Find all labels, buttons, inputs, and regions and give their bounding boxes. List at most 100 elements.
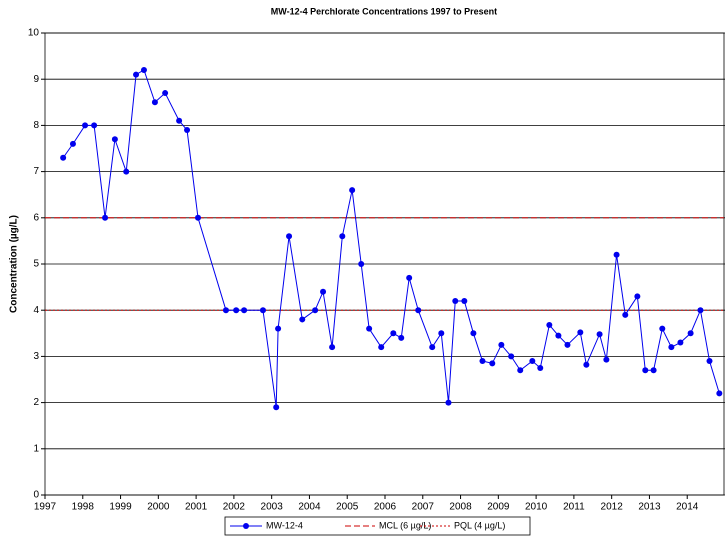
y-tick-label: 10	[28, 28, 40, 39]
data-point	[429, 344, 436, 351]
data-point	[577, 329, 584, 336]
x-tick-label: 2013	[638, 502, 661, 513]
data-point	[650, 367, 657, 374]
data-point	[537, 364, 544, 371]
legend-label: PQL (4 µg/L)	[454, 520, 505, 530]
data-point	[517, 367, 524, 374]
data-point	[133, 71, 140, 78]
data-point	[329, 344, 336, 351]
data-point	[445, 399, 452, 406]
x-tick-label: 2011	[563, 502, 585, 513]
x-tick-label: 2012	[601, 502, 624, 513]
data-point	[634, 293, 641, 300]
x-tick-label: 2007	[412, 502, 435, 513]
data-point	[613, 251, 620, 258]
data-point	[642, 367, 649, 374]
data-point	[299, 316, 306, 323]
x-tick-label: 2008	[449, 502, 472, 513]
x-tick-label: 2002	[223, 502, 246, 513]
data-point	[320, 288, 327, 295]
data-point	[111, 136, 118, 143]
data-point	[378, 344, 385, 351]
data-point	[452, 297, 459, 304]
data-point	[489, 360, 496, 367]
y-tick-label: 0	[33, 490, 39, 501]
data-point	[195, 214, 201, 221]
y-tick-label: 4	[33, 305, 39, 316]
data-point	[706, 358, 713, 365]
legend-box	[224, 516, 531, 536]
data-point	[366, 325, 373, 332]
data-point	[176, 117, 183, 124]
y-tick-label: 6	[33, 212, 39, 223]
legend-label: MW-12-4	[266, 520, 303, 530]
x-tick-label: 2000	[147, 502, 170, 513]
data-point	[390, 330, 397, 337]
data-point	[564, 341, 571, 348]
data-point	[82, 122, 89, 129]
legend-label: MCL (6 µg/L)	[379, 520, 431, 530]
data-point	[162, 90, 169, 97]
x-tick-label: 2009	[487, 502, 510, 513]
data-point	[415, 307, 422, 314]
data-point	[508, 353, 515, 360]
data-point	[461, 297, 468, 304]
y-tick-label: 1	[33, 443, 39, 454]
data-point	[470, 330, 477, 337]
data-point	[546, 321, 553, 328]
data-point	[659, 325, 666, 332]
data-point	[358, 261, 365, 267]
data-point	[275, 325, 282, 332]
data-point	[349, 187, 356, 194]
y-tick-label: 5	[33, 259, 39, 270]
series-line	[62, 69, 720, 408]
data-point	[603, 356, 610, 363]
data-point	[687, 330, 694, 337]
legend-marker	[243, 523, 249, 529]
data-point	[697, 307, 704, 314]
data-point	[583, 361, 590, 368]
x-tick-label: 2010	[525, 502, 548, 513]
data-point	[622, 311, 629, 318]
data-point	[140, 66, 147, 73]
data-point	[312, 307, 319, 314]
data-point	[438, 330, 445, 337]
data-point	[123, 168, 130, 175]
data-point	[222, 307, 229, 314]
data-point	[91, 122, 98, 129]
x-tick-label: 2001	[185, 502, 208, 513]
data-point	[339, 233, 346, 240]
data-point	[406, 274, 413, 281]
data-point	[102, 214, 109, 221]
data-point	[259, 307, 266, 314]
x-tick-label: 1997	[34, 502, 57, 513]
data-point	[555, 332, 562, 339]
x-tick-label: 1998	[72, 502, 95, 513]
data-point	[498, 341, 505, 348]
y-tick-label: 8	[33, 120, 39, 131]
plot-frame	[44, 32, 725, 496]
data-point	[184, 127, 191, 134]
data-point	[233, 307, 240, 314]
x-tick-label: 1999	[109, 502, 132, 513]
x-tick-label: 2005	[336, 502, 359, 513]
x-tick-label: 2004	[298, 502, 321, 513]
data-point	[286, 233, 293, 240]
y-tick-label: 9	[33, 74, 39, 85]
y-tick-label: 2	[33, 397, 39, 408]
x-tick-label: 2003	[261, 502, 284, 513]
data-point	[716, 390, 723, 397]
data-point	[596, 331, 603, 338]
x-tick-label: 2014	[676, 502, 699, 513]
y-tick-label: 3	[33, 351, 39, 362]
data-point	[668, 344, 675, 351]
x-tick-label: 2006	[374, 502, 397, 513]
data-point	[69, 140, 76, 147]
data-point	[479, 358, 486, 365]
data-point	[529, 358, 536, 365]
data-point	[677, 339, 684, 346]
y-axis-label: Concentration (µg/L)	[9, 215, 20, 313]
data-point	[151, 99, 158, 106]
y-tick-label: 7	[33, 166, 39, 177]
